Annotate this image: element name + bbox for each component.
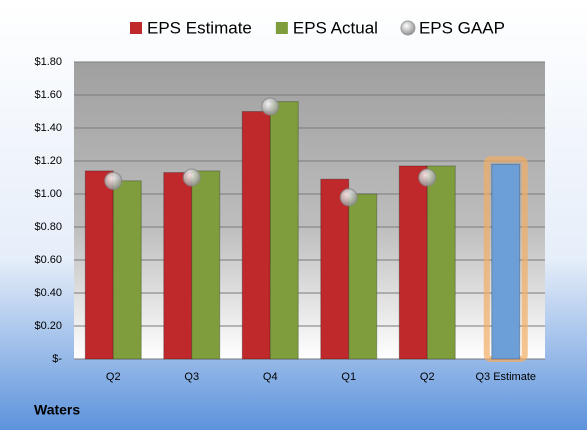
gaap-marker [261,97,280,116]
gaap-marker [418,168,437,187]
chart-title: Waters [34,402,80,418]
bar [398,165,428,360]
bar [191,170,221,360]
y-tick-label: $- [52,353,62,365]
bar [163,172,193,360]
x-tick-label: Q1 [341,371,356,383]
x-tick-label: Q3 Estimate [475,371,536,383]
bar [320,178,350,360]
legend-marker [400,20,416,36]
y-tick-label: $1.20 [34,155,62,167]
y-tick-label: $1.60 [34,89,62,101]
bar [241,111,271,360]
gaap-marker [104,171,123,190]
x-tick-label: Q4 [263,371,278,383]
bar [426,165,456,360]
gaap-marker [182,168,201,187]
bar [491,163,521,360]
y-tick-label: $0.80 [34,221,62,233]
y-tick-label: $1.40 [34,122,62,134]
x-tick-label: Q2 [420,371,435,383]
legend-marker [275,22,288,34]
legend-label: EPS Actual [293,18,378,37]
y-tick-label: $1.00 [34,188,62,200]
legend-marker [130,22,142,34]
x-tick-label: Q2 [106,371,121,383]
legend-label: EPS Estimate [147,18,252,37]
x-tick-label: Q3 [184,371,199,383]
bar [348,193,378,360]
y-tick-label: $0.40 [34,287,62,299]
bar [112,180,142,360]
y-tick-label: $0.20 [34,320,62,332]
gaap-marker [339,188,358,207]
bar [84,170,114,360]
plot-area [74,62,545,359]
y-tick-label: $1.80 [34,56,62,68]
legend-label: EPS GAAP [419,18,505,37]
y-tick-label: $0.60 [34,254,62,266]
bar [269,101,299,360]
